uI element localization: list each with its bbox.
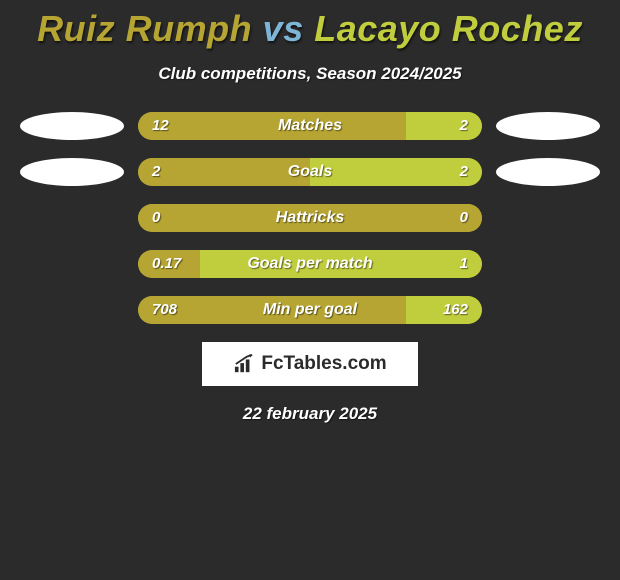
stat-bar-left-fill (138, 158, 310, 186)
stat-bar-track: 0.17 1 Goals per match (138, 250, 482, 278)
stat-bar-left-fill (138, 112, 406, 140)
stat-right-value: 1 (460, 250, 468, 278)
player1-ellipse (20, 158, 124, 186)
vs-text: vs (263, 8, 304, 49)
stat-left-value: 0.17 (152, 250, 181, 278)
comparison-title: Ruiz Rumph vs Lacayo Rochez (0, 0, 620, 50)
player2-name: Lacayo Rochez (314, 8, 583, 49)
stat-row: 708 162 Min per goal (0, 296, 620, 324)
player2-ellipse (496, 112, 600, 140)
stat-bar-track: 12 2 Matches (138, 112, 482, 140)
stat-left-value: 12 (152, 112, 169, 140)
stat-label: Hattricks (276, 204, 344, 232)
stat-label: Matches (278, 112, 342, 140)
stat-row: 2 2 Goals (0, 158, 620, 186)
stat-left-value: 0 (152, 204, 160, 232)
branding-text: FcTables.com (261, 353, 386, 375)
comparison-date: 22 february 2025 (0, 404, 620, 424)
player1-name: Ruiz Rumph (37, 8, 252, 49)
stat-row: 12 2 Matches (0, 112, 620, 140)
stat-label: Goals (288, 158, 332, 186)
bar-chart-icon (233, 354, 255, 374)
comparison-subtitle: Club competitions, Season 2024/2025 (0, 64, 620, 84)
stat-left-value: 2 (152, 158, 160, 186)
stat-label: Goals per match (247, 250, 372, 278)
player1-ellipse (20, 112, 124, 140)
stat-left-value: 708 (152, 296, 177, 324)
stat-bars-container: 12 2 Matches 2 2 Goals 0 0 Hattricks 0.17 1 Goals p… (0, 112, 620, 324)
stat-right-value: 2 (460, 112, 468, 140)
stat-bar-track: 0 0 Hattricks (138, 204, 482, 232)
stat-right-value: 162 (443, 296, 468, 324)
stat-label: Min per goal (263, 296, 357, 324)
stat-bar-right-fill (310, 158, 482, 186)
branding-badge: FcTables.com (202, 342, 418, 386)
stat-row: 0 0 Hattricks (0, 204, 620, 232)
stat-bar-right-fill (406, 112, 482, 140)
stat-bar-track: 2 2 Goals (138, 158, 482, 186)
stat-bar-track: 708 162 Min per goal (138, 296, 482, 324)
stat-right-value: 2 (460, 158, 468, 186)
stat-row: 0.17 1 Goals per match (0, 250, 620, 278)
player2-ellipse (496, 158, 600, 186)
stat-right-value: 0 (460, 204, 468, 232)
